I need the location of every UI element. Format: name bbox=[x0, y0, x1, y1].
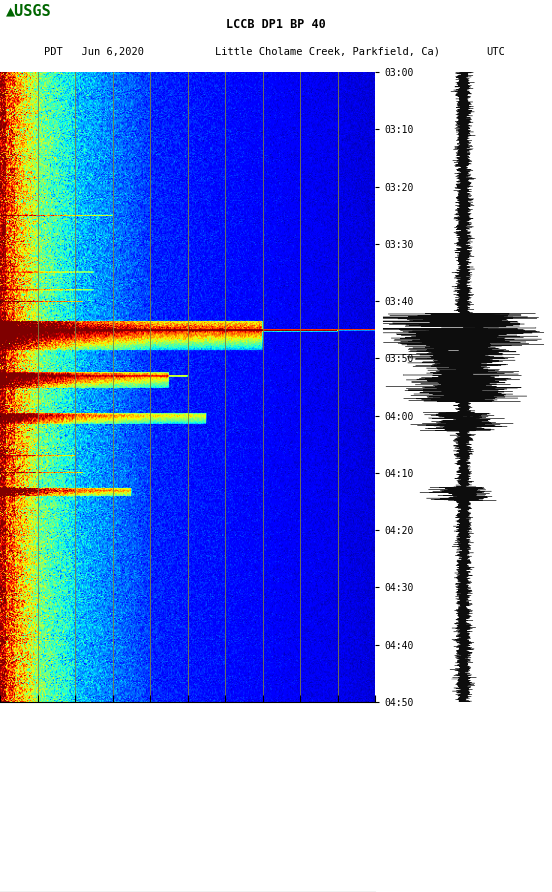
Text: ▲USGS: ▲USGS bbox=[6, 4, 51, 19]
Text: LCCB DP1 BP 40: LCCB DP1 BP 40 bbox=[226, 18, 326, 31]
Text: PDT   Jun 6,2020: PDT Jun 6,2020 bbox=[44, 46, 144, 57]
Text: Little Cholame Creek, Parkfield, Ca): Little Cholame Creek, Parkfield, Ca) bbox=[215, 46, 440, 57]
Text: UTC: UTC bbox=[486, 46, 505, 57]
